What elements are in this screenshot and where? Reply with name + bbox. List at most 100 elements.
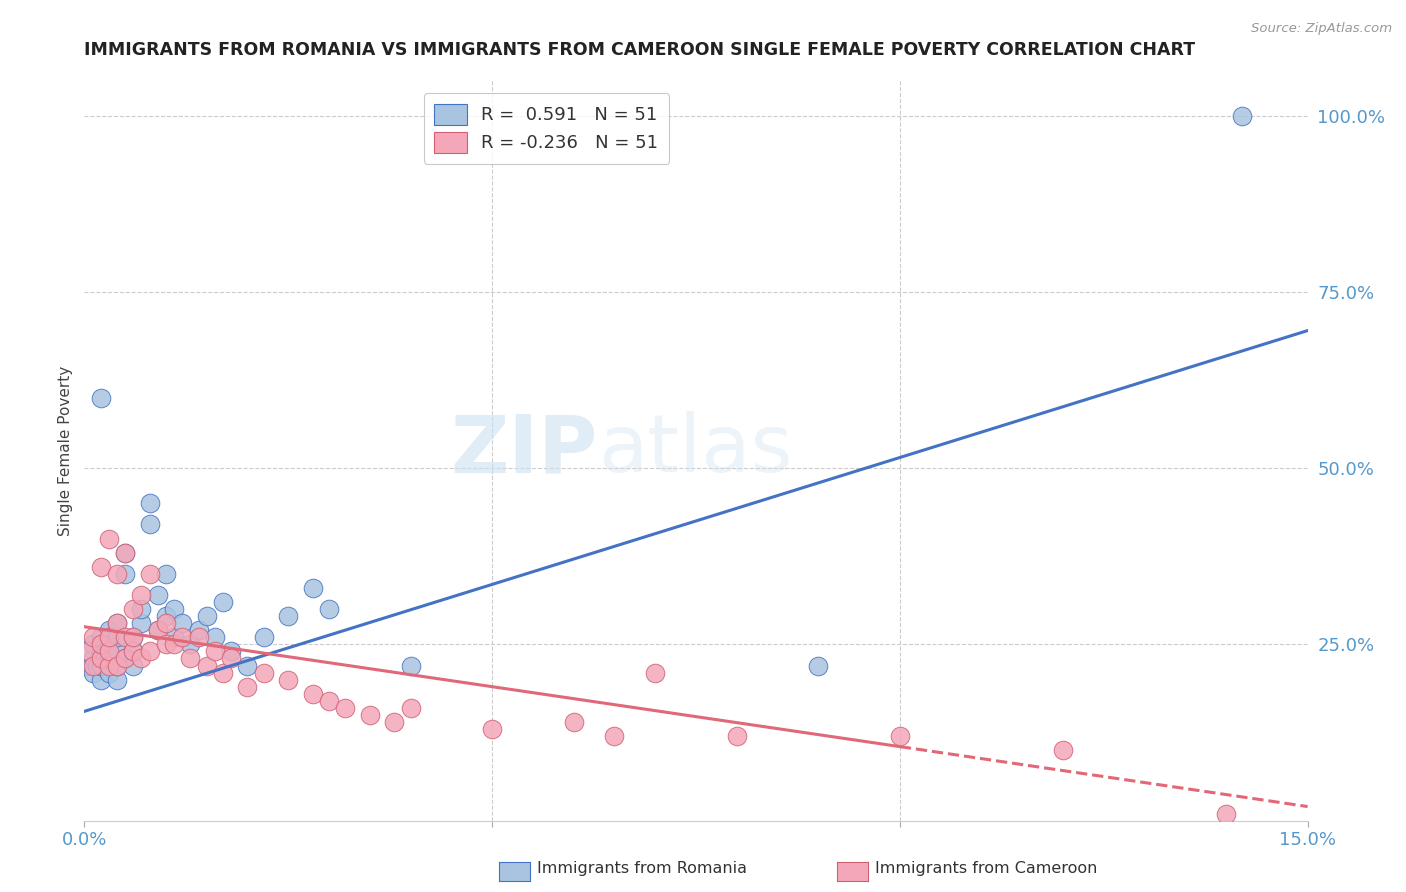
Point <box>301 581 323 595</box>
Point <box>105 673 128 687</box>
Point <box>105 630 128 644</box>
Point <box>122 644 145 658</box>
Point <box>163 602 186 616</box>
Point <box>195 658 218 673</box>
Point <box>114 630 136 644</box>
Point <box>122 630 145 644</box>
Point <box>725 729 748 743</box>
Point <box>195 609 218 624</box>
Point <box>97 665 120 680</box>
Point <box>179 651 201 665</box>
Point <box>399 658 422 673</box>
Point <box>86 658 108 673</box>
Point <box>138 566 160 581</box>
Point <box>382 714 405 729</box>
Text: Immigrants from Romania: Immigrants from Romania <box>537 862 747 876</box>
Point <box>131 651 153 665</box>
Point <box>90 673 112 687</box>
Point <box>82 651 104 665</box>
Point <box>114 651 136 665</box>
Point <box>122 644 145 658</box>
Point <box>97 624 120 638</box>
Point <box>122 602 145 616</box>
Text: Source: ZipAtlas.com: Source: ZipAtlas.com <box>1251 22 1392 36</box>
Point <box>82 637 104 651</box>
Point <box>644 665 666 680</box>
Point <box>172 630 194 644</box>
Point <box>138 644 160 658</box>
Point <box>204 630 226 644</box>
Point <box>318 694 340 708</box>
Text: IMMIGRANTS FROM ROMANIA VS IMMIGRANTS FROM CAMEROON SINGLE FEMALE POVERTY CORREL: IMMIGRANTS FROM ROMANIA VS IMMIGRANTS FR… <box>84 41 1195 59</box>
Point <box>122 658 145 673</box>
Point <box>90 559 112 574</box>
Point <box>131 616 153 631</box>
Point <box>562 714 585 729</box>
Point <box>155 566 177 581</box>
Point <box>301 687 323 701</box>
Point <box>97 637 120 651</box>
Point <box>105 616 128 631</box>
Point <box>131 602 153 616</box>
Point <box>253 665 276 680</box>
Point <box>90 637 112 651</box>
Point <box>146 588 169 602</box>
Point <box>187 624 209 638</box>
Point <box>90 658 112 673</box>
Point <box>277 609 299 624</box>
Point <box>603 729 626 743</box>
Point <box>236 680 259 694</box>
Point <box>82 658 104 673</box>
Point <box>82 665 104 680</box>
Point <box>219 644 242 658</box>
Point <box>1052 743 1074 757</box>
Point <box>187 630 209 644</box>
Legend: R =  0.591   N = 51, R = -0.236   N = 51: R = 0.591 N = 51, R = -0.236 N = 51 <box>423 93 669 163</box>
Point <box>114 546 136 560</box>
Point <box>114 566 136 581</box>
Point <box>277 673 299 687</box>
Point <box>90 630 112 644</box>
Point <box>138 496 160 510</box>
Point <box>318 602 340 616</box>
Point <box>155 616 177 631</box>
Point <box>105 658 128 673</box>
Point <box>889 729 911 743</box>
Point <box>204 644 226 658</box>
Point <box>114 546 136 560</box>
Point <box>212 595 235 609</box>
Text: atlas: atlas <box>598 411 793 490</box>
Point <box>163 637 186 651</box>
Point <box>359 707 381 722</box>
Point <box>131 588 153 602</box>
Point <box>155 637 177 651</box>
Point <box>97 532 120 546</box>
Point <box>105 616 128 631</box>
Point <box>97 630 120 644</box>
Point <box>105 566 128 581</box>
Point <box>105 658 128 673</box>
Point <box>179 637 201 651</box>
Point <box>90 651 112 665</box>
Point <box>236 658 259 673</box>
Point <box>97 658 120 673</box>
Point <box>90 391 112 405</box>
Point <box>807 658 830 673</box>
Point <box>1215 806 1237 821</box>
Point <box>122 630 145 644</box>
Point <box>146 624 169 638</box>
Point <box>399 701 422 715</box>
Point <box>77 658 100 673</box>
Point <box>93 651 115 665</box>
Point <box>212 665 235 680</box>
Point <box>1232 109 1254 123</box>
Point <box>163 630 186 644</box>
Point <box>219 651 242 665</box>
Point <box>146 624 169 638</box>
Point <box>172 616 194 631</box>
Point <box>97 651 120 665</box>
Text: ZIP: ZIP <box>451 411 598 490</box>
Point <box>155 609 177 624</box>
Y-axis label: Single Female Poverty: Single Female Poverty <box>58 366 73 535</box>
Point <box>253 630 276 644</box>
